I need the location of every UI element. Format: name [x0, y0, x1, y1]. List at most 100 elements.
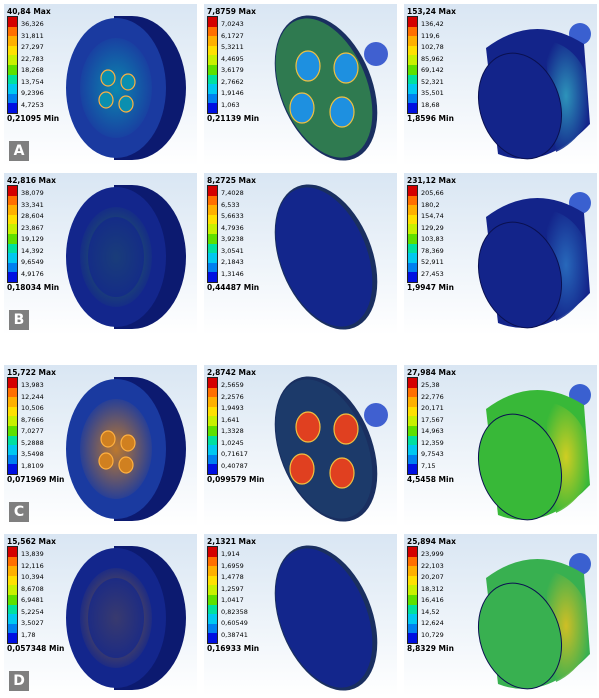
- legend-tick: 10,729: [421, 630, 444, 639]
- legend-swatch: [408, 547, 417, 557]
- legend-swatch: [8, 186, 17, 196]
- legend-swatch: [8, 214, 17, 225]
- legend-tick: 14,392: [21, 246, 44, 255]
- legend-min: 0,071969 Min: [7, 475, 65, 484]
- legend-swatch: [8, 224, 17, 234]
- legend-swatch: [208, 243, 217, 254]
- legend-swatch: [408, 243, 417, 254]
- plate-face: [275, 187, 373, 327]
- legend-tick: 3,5027: [21, 619, 44, 628]
- result-panel: 2,1321 Max 1,914 1,6959 1,4778 1,2597 1,0417 0…: [204, 534, 397, 696]
- legend-swatch: [8, 454, 17, 465]
- legend-tick: 22,776: [421, 392, 444, 401]
- legend-swatch: [208, 103, 217, 113]
- color-legend: 27,984 Max 25,38 22,776 20,171 17,567 14,963 1…: [407, 368, 456, 484]
- bolt-hole: [329, 457, 355, 489]
- legend-swatch: [408, 614, 417, 624]
- legend-swatch: [208, 205, 217, 215]
- color-legend: 7,8759 Max 7,0243 6,1727 5,3211 4,4695 3,6179…: [207, 7, 259, 123]
- legend-tick: 9,6549: [21, 258, 44, 267]
- bolt-hole: [118, 95, 134, 113]
- legend-tick: 136,42: [421, 20, 444, 28]
- legend-swatch: [408, 84, 417, 94]
- model-render: [66, 546, 186, 690]
- legend-tick: 129,29: [421, 223, 444, 232]
- legend-tick: 2,5659: [221, 381, 244, 389]
- legend-tick: 1,914: [221, 550, 240, 558]
- legend-tick: 52,911: [421, 258, 444, 267]
- legend-swatch: [8, 387, 17, 398]
- legend-swatch: [408, 64, 417, 75]
- legend-tick: 119,6: [421, 31, 440, 40]
- legend-swatch: [8, 253, 17, 263]
- result-panel: 8,2725 Max 7,4028 6,533 5,6633 4,7936 3,9238 3…: [204, 173, 397, 335]
- legend-tick: 102,78: [421, 43, 444, 52]
- panel-row-a: 40,84 Max 36,326 31,811 27,297 22,783 18,268 1…: [0, 4, 599, 166]
- result-panel: 7,8759 Max 7,0243 6,1727 5,3211 4,4695 3,6179…: [204, 4, 397, 166]
- bolt-hole: [295, 50, 321, 82]
- legend-swatch: [8, 272, 17, 282]
- legend-swatch: [208, 224, 217, 234]
- legend-max: 2,1321 Max: [207, 537, 256, 546]
- legend-tick: 1,0417: [221, 596, 244, 605]
- legend-swatch: [8, 397, 17, 407]
- legend-tick: 9,2396: [21, 89, 44, 98]
- model-render: [66, 185, 186, 329]
- legend-tick: 7,4028: [221, 189, 244, 197]
- legend-swatch: [408, 186, 417, 196]
- plate-face: [275, 548, 373, 688]
- legend-tick: 5,3211: [221, 43, 244, 52]
- legend-tick: 1,0245: [221, 438, 244, 447]
- legend-swatch: [8, 74, 17, 85]
- panel-row-c: 15,722 Max 13,983 12,244 10,506 8,7666 7,0277…: [0, 365, 599, 527]
- legend-swatch: [8, 243, 17, 254]
- legend-tick: 5,2888: [21, 438, 44, 447]
- legend-swatch: [8, 585, 17, 595]
- legend-tick: 23,999: [421, 550, 444, 558]
- legend-swatch: [408, 604, 417, 615]
- legend-swatch: [8, 464, 17, 474]
- legend-swatch: [408, 74, 417, 85]
- legend-tick: 4,7936: [221, 223, 244, 232]
- legend-tick: 1,2597: [221, 584, 244, 593]
- legend-swatch: [208, 614, 217, 624]
- result-panel: 153,24 Max 136,42 119,6 102,78 85,962 69,142 5…: [404, 4, 597, 166]
- panel-letter: C: [9, 502, 29, 522]
- legend-swatch: [408, 425, 417, 436]
- legend-swatch: [408, 45, 417, 56]
- color-legend: 231,12 Max 205,66 180,2 154,74 129,29 103,83 7…: [407, 176, 456, 292]
- legend-tick: 5,2254: [21, 607, 44, 616]
- bolt-hole: [100, 430, 116, 448]
- legend-swatch: [208, 623, 217, 634]
- legend-swatch: [408, 205, 417, 215]
- legend-tick: 2,1843: [221, 258, 244, 267]
- legend-swatch: [8, 103, 17, 113]
- color-legend: 42,816 Max 38,079 33,341 28,604 23,867 19,129…: [7, 176, 59, 292]
- model-render: [66, 16, 186, 160]
- legend-max: 8,2725 Max: [207, 176, 256, 185]
- color-legend: 15,562 Max 13,839 12,116 10,394 8,6708 6,9481…: [7, 537, 64, 653]
- legend-swatch: [408, 454, 417, 465]
- legend-swatch: [208, 195, 217, 206]
- legend-tick: 78,369: [421, 246, 444, 255]
- legend-swatch: [8, 416, 17, 426]
- legend-swatch: [8, 233, 17, 244]
- legend-tick: 12,359: [421, 438, 444, 447]
- result-panel: 42,816 Max 38,079 33,341 28,604 23,867 19,129…: [4, 173, 197, 335]
- legend-tick: 14,52: [421, 607, 440, 616]
- legend-swatch: [208, 633, 217, 643]
- legend-swatch: [208, 566, 217, 576]
- legend-swatch: [208, 387, 217, 398]
- legend-swatch: [8, 205, 17, 215]
- legend-swatch: [208, 45, 217, 56]
- bolt-hole: [333, 413, 359, 445]
- legend-swatch: [208, 585, 217, 595]
- legend-swatch: [208, 84, 217, 94]
- legend-swatch: [208, 397, 217, 407]
- legend-swatch: [8, 17, 17, 27]
- legend-tick: 31,811: [21, 31, 44, 40]
- color-legend: 2,8742 Max 2,5659 2,2576 1,9493 1,641 1,3328 1…: [207, 368, 264, 484]
- bolt-hole: [289, 92, 315, 124]
- legend-tick: 7,0243: [221, 20, 244, 28]
- legend-tick: 180,2: [421, 200, 440, 209]
